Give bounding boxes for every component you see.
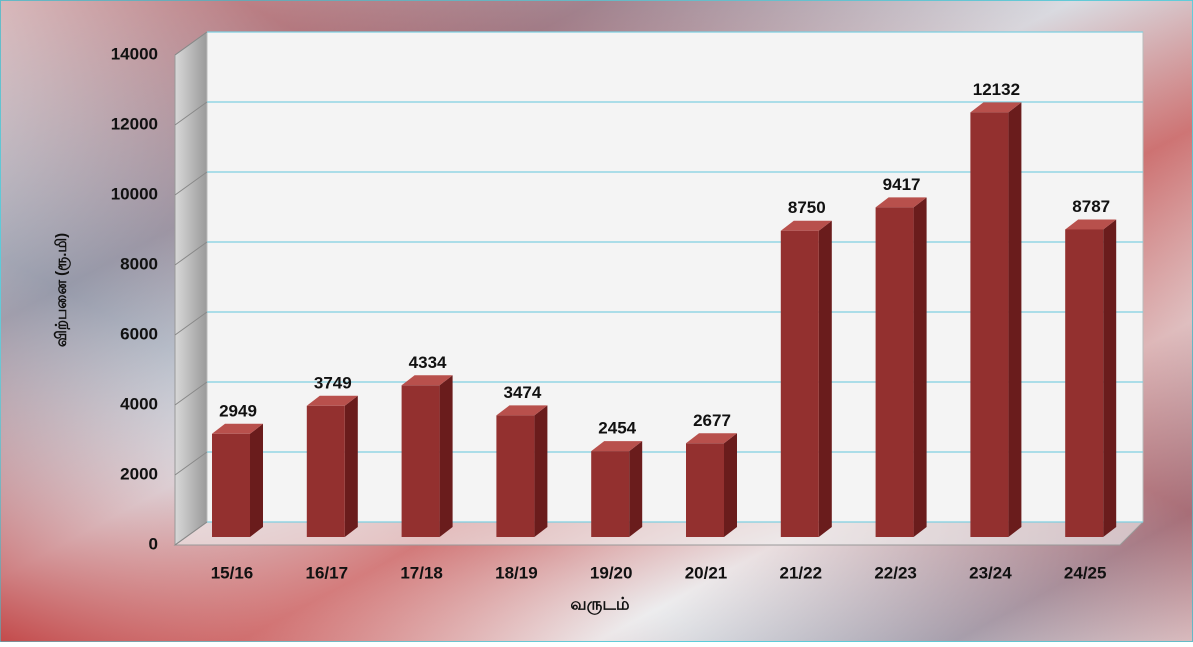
data-label: 8787 [1072, 197, 1110, 216]
bar-side [818, 220, 832, 537]
x-tick-label: 20/21 [685, 563, 728, 582]
bar [970, 102, 1022, 537]
side-wall [174, 31, 208, 546]
grid-line-side [174, 171, 208, 196]
bar [306, 395, 358, 537]
x-tick-label: 23/24 [969, 563, 1012, 582]
bar-top [306, 395, 358, 406]
grid-line-side [174, 381, 208, 406]
data-label: 9417 [883, 175, 921, 194]
grid-line-side [174, 31, 208, 56]
y-tick-label: 0 [149, 534, 158, 553]
y-axis-label: விற்பனை (ரூ.மி) [53, 233, 71, 347]
bar-side [913, 197, 927, 537]
y-tick-label: 2000 [120, 464, 158, 483]
data-label: 12132 [973, 80, 1020, 99]
y-tick-label: 8000 [120, 254, 158, 273]
bar [686, 433, 737, 537]
bar [780, 220, 832, 537]
x-tick-label: 18/19 [495, 563, 538, 582]
bar-front [1065, 229, 1104, 537]
bar [1065, 219, 1117, 537]
data-label: 2454 [598, 419, 636, 438]
bar-top [212, 423, 263, 434]
bar-top [686, 433, 737, 444]
bar [591, 441, 643, 537]
y-tick-label: 6000 [120, 324, 158, 343]
grid-line-side [174, 101, 208, 126]
bar-front [401, 385, 440, 537]
bar-side [1008, 102, 1022, 537]
bar-front [496, 415, 535, 537]
bar-side [250, 423, 263, 537]
x-tick-label: 21/22 [780, 563, 823, 582]
bar-top [780, 220, 832, 231]
bar-side [534, 405, 548, 537]
bar-side [1103, 219, 1117, 537]
y-tick-label: 12000 [111, 114, 158, 133]
grid-line-side [174, 241, 208, 266]
bar-front [686, 443, 724, 537]
data-label: 3474 [503, 383, 541, 402]
bar-side [439, 375, 453, 537]
bar-front [591, 451, 630, 537]
bar-side [344, 395, 358, 537]
y-tick-label: 4000 [120, 394, 158, 413]
bar [401, 375, 453, 537]
bar [496, 405, 548, 537]
bar-top [970, 102, 1022, 113]
bar [212, 423, 263, 537]
x-tick-label: 16/17 [306, 563, 349, 582]
bar-top [591, 441, 643, 452]
bar-top [875, 197, 927, 208]
y-tick-label: 10000 [111, 184, 158, 203]
grid-line-side [174, 521, 208, 546]
data-label: 2949 [219, 401, 257, 420]
data-label: 3749 [314, 373, 352, 392]
bar-top [496, 405, 548, 416]
bar-front [970, 112, 1009, 537]
bar-top [401, 375, 453, 386]
bar-front [212, 433, 250, 537]
data-label: 8750 [788, 198, 826, 217]
grid-line-side [174, 311, 208, 336]
x-tick-label: 17/18 [400, 563, 443, 582]
bar-top [1065, 219, 1117, 230]
bar-front [780, 230, 819, 537]
x-axis-label: வருடம் [570, 594, 630, 614]
bar-front [875, 207, 914, 537]
bar-front [306, 405, 345, 537]
bar-side [629, 441, 643, 537]
bar [875, 197, 927, 537]
x-tick-label: 22/23 [874, 563, 917, 582]
bar-side [724, 433, 737, 537]
y-tick-label: 14000 [111, 44, 158, 63]
x-tick-label: 24/25 [1064, 563, 1107, 582]
x-tick-label: 15/16 [211, 563, 254, 582]
grid-line-side [174, 451, 208, 476]
data-label: 2677 [693, 411, 731, 430]
data-label: 4334 [409, 353, 447, 372]
x-tick-label: 19/20 [590, 563, 633, 582]
